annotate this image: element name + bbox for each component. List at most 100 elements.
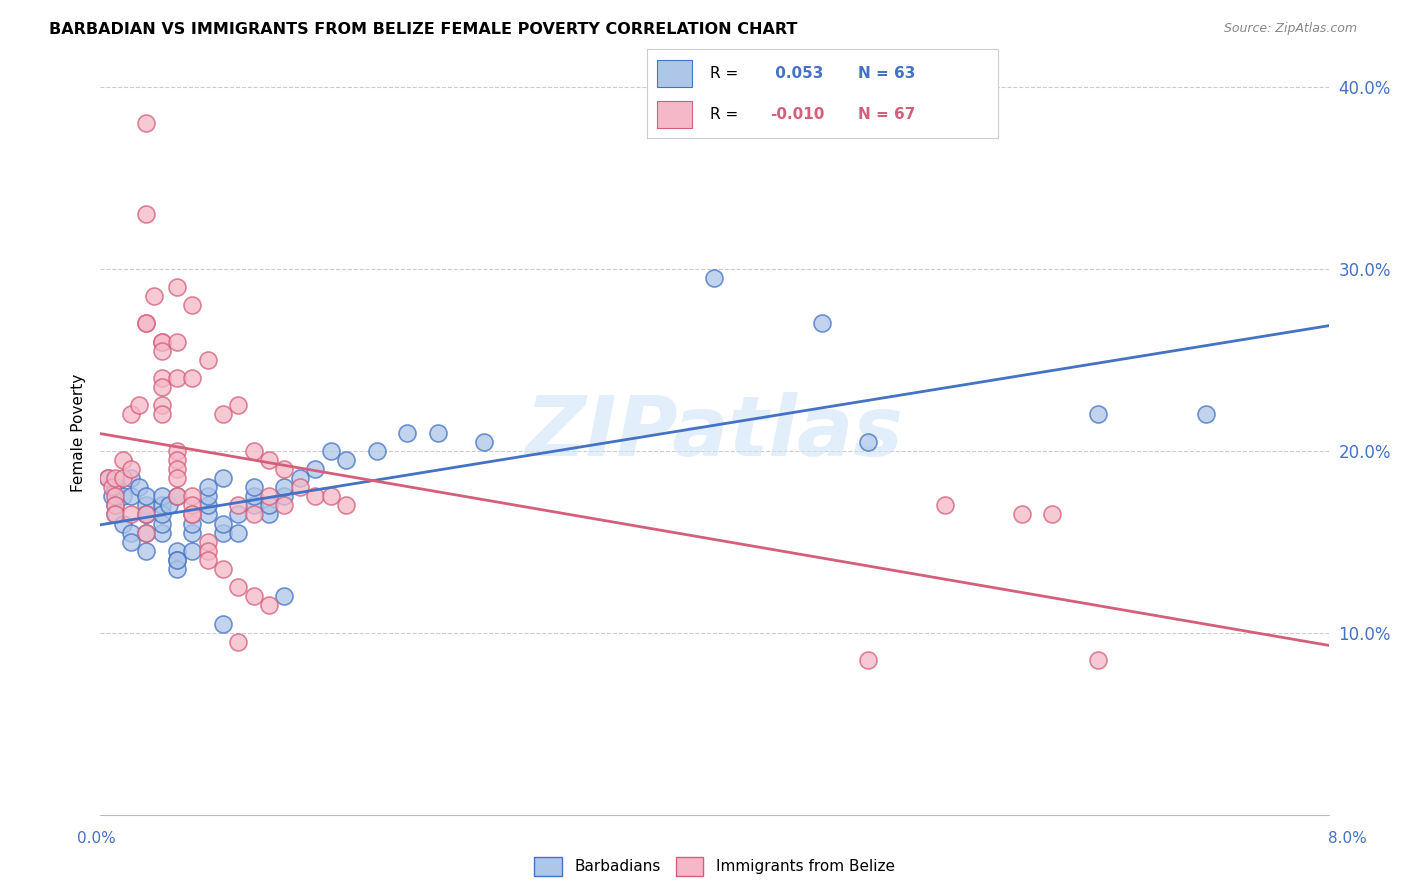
Point (228, 398, 250, 412)
Point (135, 116, 157, 130)
Point (212, 516, 235, 531)
Text: R =: R = (710, 107, 744, 121)
Text: N = 63: N = 63 (858, 66, 915, 80)
Point (1087, 408, 1109, 422)
Point (304, 462, 326, 476)
Point (273, 489, 295, 503)
Point (166, 443, 188, 458)
FancyBboxPatch shape (657, 101, 693, 128)
Text: Source: ZipAtlas.com: Source: ZipAtlas.com (1223, 22, 1357, 36)
Point (242, 489, 264, 503)
Point (1040, 508, 1063, 522)
Text: R =: R = (710, 66, 744, 80)
Text: ZIPatlas: ZIPatlas (526, 392, 904, 473)
Point (104, 508, 127, 522)
Legend: Barbadians, Immigrants from Belize: Barbadians, Immigrants from Belize (527, 849, 903, 883)
Point (856, 434, 879, 449)
Point (212, 525, 235, 540)
Point (150, 516, 173, 531)
Point (257, 489, 280, 503)
Point (97, 471, 120, 485)
Point (811, 317, 834, 331)
Point (304, 489, 326, 503)
Point (104, 480, 127, 494)
Point (112, 453, 135, 467)
Point (288, 471, 311, 485)
Point (257, 499, 280, 513)
Point (166, 544, 188, 558)
Point (228, 580, 250, 594)
Point (150, 398, 173, 412)
Point (166, 371, 188, 385)
Point (135, 544, 157, 558)
Point (273, 590, 295, 604)
Point (135, 508, 157, 522)
Point (335, 453, 357, 467)
Point (366, 443, 388, 458)
Point (181, 544, 204, 558)
Point (135, 499, 157, 513)
Point (150, 371, 173, 385)
Point (212, 616, 235, 631)
Point (120, 462, 142, 476)
Point (104, 499, 127, 513)
Point (197, 489, 219, 503)
Point (228, 499, 250, 513)
Point (128, 398, 150, 412)
Point (1087, 653, 1109, 667)
Point (228, 634, 250, 648)
Point (197, 544, 219, 558)
Point (104, 499, 127, 513)
Text: BARBADIAN VS IMMIGRANTS FROM BELIZE FEMALE POVERTY CORRELATION CHART: BARBADIAN VS IMMIGRANTS FROM BELIZE FEMA… (49, 22, 797, 37)
Text: 0.0%: 0.0% (77, 831, 117, 846)
Point (181, 298, 204, 312)
Point (150, 508, 173, 522)
Point (288, 480, 311, 494)
Point (166, 471, 188, 485)
Point (242, 590, 264, 604)
Point (120, 489, 142, 503)
Point (242, 443, 264, 458)
Point (197, 352, 219, 367)
Point (181, 371, 204, 385)
Point (166, 489, 188, 503)
Point (128, 480, 150, 494)
Text: 8.0%: 8.0% (1327, 831, 1367, 846)
Point (97, 471, 120, 485)
Point (257, 453, 280, 467)
Text: 0.053: 0.053 (770, 66, 823, 80)
Point (135, 207, 157, 221)
Point (273, 462, 295, 476)
Point (135, 317, 157, 331)
Point (197, 480, 219, 494)
Point (228, 508, 250, 522)
Point (212, 562, 235, 576)
Point (120, 508, 142, 522)
Point (157, 499, 180, 513)
Point (120, 525, 142, 540)
Point (101, 489, 124, 503)
Point (150, 489, 173, 503)
Point (150, 343, 173, 358)
Point (181, 525, 204, 540)
Point (197, 553, 219, 567)
Point (150, 334, 173, 349)
Point (197, 499, 219, 513)
Point (120, 471, 142, 485)
Point (166, 462, 188, 476)
Point (273, 499, 295, 513)
Point (150, 380, 173, 394)
Point (166, 453, 188, 467)
Point (335, 499, 357, 513)
Point (104, 489, 127, 503)
Point (120, 534, 142, 549)
Point (135, 525, 157, 540)
Point (1195, 408, 1218, 422)
Point (228, 525, 250, 540)
Point (101, 480, 124, 494)
Point (142, 289, 165, 303)
Text: -0.010: -0.010 (770, 107, 824, 121)
Point (166, 553, 188, 567)
Point (257, 599, 280, 613)
Y-axis label: Female Poverty: Female Poverty (72, 374, 86, 491)
